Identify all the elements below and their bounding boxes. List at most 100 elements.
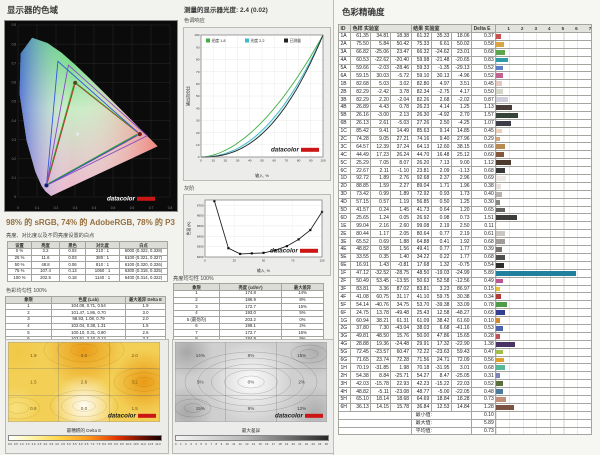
svg-text:0: 0 xyxy=(14,195,16,199)
svg-text:0.3: 0.3 xyxy=(12,138,17,142)
scale-tick-label: 12 xyxy=(238,441,242,446)
data-point-marker xyxy=(285,245,288,248)
delta-e-value: 0.31 xyxy=(471,371,497,381)
accuracy-row: 5B 26.16 -3.00 2.13 26.30 -4.92 2.70 1.57 xyxy=(337,110,592,120)
settings-table: 设置 亮度 黑色 对比度 白点 0 % 3.2 0.02 210 : 1 6000 (0.322,… xyxy=(7,241,168,282)
delta-e-bar-cell xyxy=(495,323,592,333)
scale-tick-label: 2.0 xyxy=(31,441,36,446)
scale-tick-label: 3.5 xyxy=(49,441,54,446)
gamma-title: 测量的显示器光度: 2.4 (0.02) xyxy=(184,7,268,14)
middle-panel: 测量的显示器光度: 2.4 (0.02) 色调响应 光度 1.8 光度 2.2 已测… xyxy=(183,0,332,276)
svg-text:6500: 6500 xyxy=(197,224,204,228)
gamma-gap-area xyxy=(201,35,323,157)
legend-label: 光度 2.2 xyxy=(251,38,265,43)
delta-e-value: 0.68 xyxy=(471,237,497,247)
grayscale-y-label: 色温 (K) xyxy=(186,221,191,235)
delta-e-value: 0.11 xyxy=(471,221,497,231)
delta-e-bar-cell xyxy=(495,47,592,57)
accuracy-row: 6H 36.13 14.15 15.78 36.84 12.53 14.84 1.28 xyxy=(337,402,592,412)
primary-marker xyxy=(43,182,50,188)
delta-e-bar xyxy=(496,262,504,268)
svg-text:70: 70 xyxy=(196,70,200,74)
delta-e-bar xyxy=(496,404,514,410)
delta-e-bar-cell xyxy=(495,245,592,254)
scale-tick-label: 17 xyxy=(271,441,275,446)
settings-header: 设置 xyxy=(7,241,32,249)
patch-id: 2B xyxy=(337,87,352,97)
patch-id: 6C xyxy=(337,166,352,176)
svg-text:0.8: 0.8 xyxy=(12,42,17,46)
accuracy-row: 6C 22.67 2.11 -1.10 23.81 2.09 -1.13 0.68 xyxy=(337,166,592,176)
gamut-chart-box: 0 0.1 0.2 0.3 0.4 0.5 0.6 0.7 0.8 0 0.1 0.2 0.3 0.4 0.… xyxy=(4,20,178,212)
svg-text:75: 75 xyxy=(291,258,295,262)
scale-tick-label: 2 xyxy=(185,441,187,446)
scale-tick-label: 1.5 xyxy=(25,441,30,446)
scale-tick-label: 20 xyxy=(291,441,295,446)
patch-id: 3D xyxy=(337,189,352,199)
patch-id: 2A xyxy=(337,39,352,49)
delta-e-bar-cell xyxy=(495,71,592,81)
delta-e-bar-cell xyxy=(495,126,592,136)
delta-scale-tick: 5 xyxy=(561,25,565,31)
patch-id: 5F xyxy=(337,300,352,310)
delta-e-bar xyxy=(496,318,500,323)
delta-e-bar xyxy=(496,396,507,402)
data-point-marker xyxy=(262,251,265,254)
accuracy-row: 5C 25.29 7.05 8.07 26.20 7.13 9.00 1.12 xyxy=(337,158,592,168)
scale-tick-label: 10.5 xyxy=(133,441,139,446)
contour-line xyxy=(197,357,305,407)
delta-e-bar xyxy=(496,254,506,260)
settings-intro: 亮度、对比度以及不同亮度设置的白点 xyxy=(6,233,95,239)
color-uniformity-header-row: 象限 色度 (Lab) 最大差异 Delta E xyxy=(5,295,166,304)
accuracy-row: 5G 72.45 -23.57 60.47 72.22 -23.63 59.43 0.47 xyxy=(337,347,592,357)
delta-e-bar xyxy=(496,365,506,371)
color-uniformity-row: 4 102.04, 0.38, 1.31 1.5 xyxy=(5,322,166,331)
svg-text:0: 0 xyxy=(204,258,206,262)
delta-e-value: 1.38 xyxy=(471,339,497,349)
accuracy-row: 6F 24.75 13.78 -49.48 25.43 12.58 -48.27 0.65 xyxy=(337,308,592,318)
color-accuracy-table: ID 色样 实验室 结果 实验室 Delta E 1 2 3 4 5 6 7 1A 61.35… xyxy=(337,24,592,436)
patch-id: 2D xyxy=(337,181,352,191)
scale-tick-label: 15 xyxy=(258,441,262,446)
scale-tick-label: 4 xyxy=(195,441,197,446)
accuracy-row: 1E 99.04 2.16 2.60 99.08 2.19 2.50 0.11 xyxy=(337,221,592,231)
delta-e-bar xyxy=(496,199,501,205)
delta-e-bar xyxy=(496,286,500,292)
delta-e-bar-cell xyxy=(495,300,592,310)
scale-tick-label: 1 xyxy=(180,441,182,446)
accuracy-row: 4A 60.53 -22.62 -20.40 59.98 -21.48 -20.65 0.83 xyxy=(337,55,592,65)
delta-e-bar-cell xyxy=(495,150,592,160)
delta-e-bar xyxy=(496,112,518,118)
datacolor-logo: datacolor xyxy=(270,248,298,255)
delta-e-value: 0.87 xyxy=(471,95,497,105)
svg-text:60: 60 xyxy=(272,159,276,163)
datacolor-logo: datacolor xyxy=(275,413,303,420)
settings-header: 黑色 xyxy=(59,241,86,249)
delta-e-bar xyxy=(496,207,506,213)
delta-e-value: 0.65 xyxy=(471,308,497,318)
scale-tick-label: 12.0 xyxy=(155,441,161,446)
svg-text:6600: 6600 xyxy=(197,214,204,218)
datacolor-logo-bar xyxy=(305,413,323,418)
accuracy-row: 1A 61.35 34.81 18.38 61.32 35.33 18.06 0.37 xyxy=(337,32,592,41)
delta-e-value: 0.52 xyxy=(471,71,497,81)
patch-id: 4E xyxy=(337,245,352,254)
delta-e-value: 0.61 xyxy=(471,229,497,239)
svg-text:0.4: 0.4 xyxy=(92,206,97,210)
delta-e-value: 0.69 xyxy=(471,174,497,183)
accuracy-row: 2B 82.29 -2.42 3.78 82.34 -2.75 4.17 0.50 xyxy=(337,87,592,97)
delta-e-bar-cell xyxy=(495,118,592,128)
accuracy-row: 1H 70.19 -31.85 1.98 70.18 -31.95 3.01 0.68 xyxy=(337,363,592,373)
delta-e-bar xyxy=(496,310,506,315)
delta-e-bar xyxy=(496,176,506,181)
delta-e-value: 0.52 xyxy=(471,379,497,389)
summary-label: 最小值: xyxy=(410,410,473,420)
patch-id: 5B xyxy=(337,110,352,120)
patch-id: 5G xyxy=(337,347,352,357)
primary-marker xyxy=(137,131,143,137)
svg-text:0.5: 0.5 xyxy=(111,206,116,210)
white-point-marker xyxy=(75,132,80,136)
scale-tick-label: 6.0 xyxy=(78,441,83,446)
legend-label: 光度 1.8 xyxy=(212,38,226,43)
accuracy-summary-row: 最小值: 0.10 xyxy=(338,410,592,420)
